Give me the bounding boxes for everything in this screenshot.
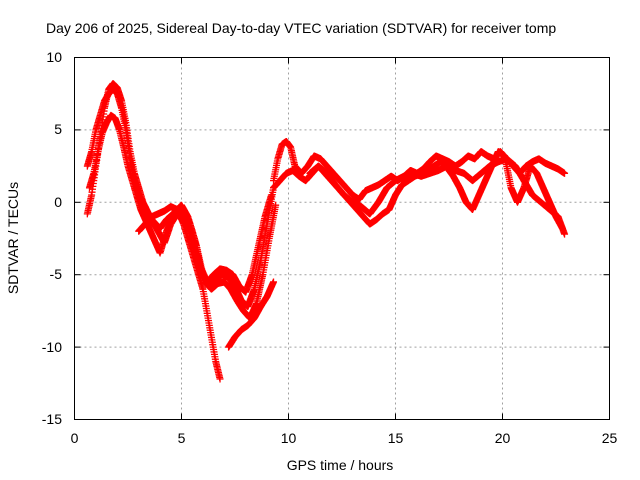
chart-title: Day 206 of 2025, Sidereal Day-to-day VTE… [46,20,556,36]
x-tick-label: 25 [602,430,618,446]
data-point-marker [272,201,280,209]
y-tick-label: -15 [42,411,62,427]
y-tick-label: 10 [46,49,62,65]
x-tick-label: 15 [388,430,404,446]
y-tick-label: 5 [54,121,62,137]
series-track-4 [135,203,224,383]
y-tick-label: -10 [42,339,62,355]
x-tick-label: 5 [178,430,186,446]
data-point-marker [270,278,278,286]
data-series [83,80,569,383]
series-track-1 [83,80,275,296]
x-tick-label: 10 [281,430,297,446]
x-tick-label: 0 [71,430,79,446]
plot-frame [74,57,610,420]
series-track-5 [225,278,278,351]
y-tick-label: -5 [50,266,63,282]
axis-ticks [74,57,610,420]
y-axis-label: SDTVAR / TECUs [5,182,21,294]
x-tick-label: 20 [495,430,511,446]
series-track-8 [306,155,569,238]
data-point-marker [561,230,569,238]
y-tick-label: 0 [54,194,62,210]
x-axis-label: GPS time / hours [287,457,394,473]
data-point-marker [561,169,569,177]
data-point-marker [216,375,224,383]
